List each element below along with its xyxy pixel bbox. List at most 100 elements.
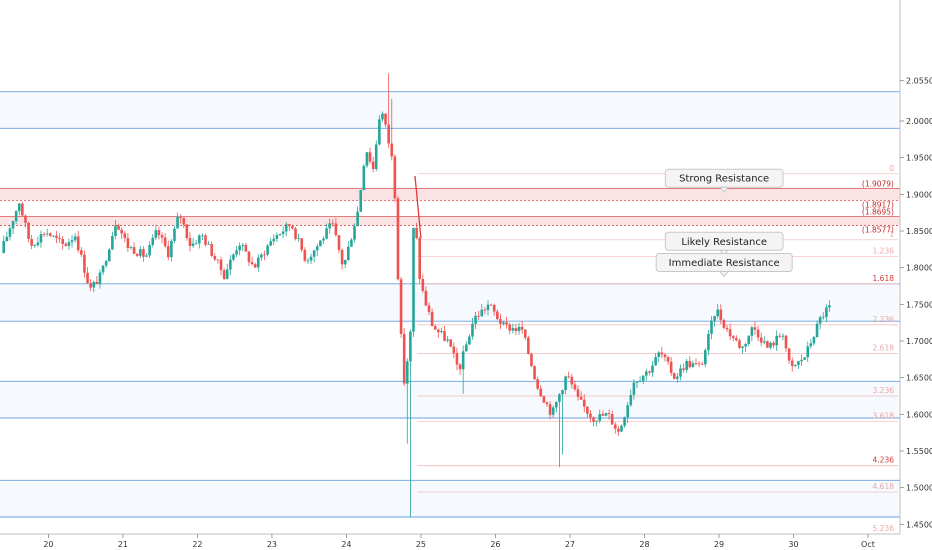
candle-body [399,279,403,334]
candle-body [319,240,322,247]
fib-level-label: 1 [889,230,894,239]
candle-body [39,234,43,243]
candle-body [747,335,751,344]
candle-body [142,249,145,257]
candle-body [36,242,40,246]
candle-body [607,413,611,415]
candle-body [548,404,552,415]
time-tick-label: 25 [416,540,426,549]
price-tick-label: 1.7000 [906,337,932,346]
candle-body [222,270,226,279]
candle-body [508,324,512,331]
candle-body [73,236,77,241]
time-tick-label: 24 [341,540,351,549]
candle-body [809,343,813,347]
candle-body [207,243,210,245]
candle-body [281,231,285,234]
candle-body [312,250,316,257]
candle-body [530,353,533,367]
price-tick-label: 1.5000 [906,484,932,493]
candle-body [700,363,704,365]
candle-body [613,424,617,429]
candle-body [272,238,276,242]
candle-body [688,360,692,368]
candle-body [629,394,633,406]
candle-body [123,233,127,239]
candle-body [539,388,543,397]
candle-body [660,352,664,355]
support-zones [0,91,900,517]
candle-body [368,152,372,162]
candle-body [182,217,186,225]
candle-body [170,240,173,258]
resistance-zone [0,188,900,201]
candle-body [374,144,378,169]
candle-body [188,238,192,246]
candle-body [725,327,729,330]
candle-body [738,340,741,348]
price-tick-label: 2.0550 [906,77,932,86]
candle-body [334,223,338,236]
annotation-callout[interactable]: Strong Resistance [664,168,784,194]
annotation-pointer [719,271,730,278]
candle-body [716,309,720,317]
candle-body [759,337,763,343]
candle-body [511,328,515,331]
candle-body [83,254,86,273]
candle-body [197,235,201,244]
resistance-zone [0,216,900,226]
price-tick-label: 1.9000 [906,190,932,199]
candle-body [253,264,257,268]
candle-body [598,414,602,421]
candle-body [582,399,586,407]
annotation-text: Likely Resistance [681,237,767,248]
resistance-level-label: (1.9079) [862,180,894,189]
candle-body [440,331,443,333]
candle-body [306,260,310,262]
candle-body [225,269,229,279]
candle-body [821,316,825,318]
candle-body [651,365,654,373]
resistance-zones: (1.9079) (1.8917)(1.8695) (1.8577) [0,180,900,234]
candle-body [263,254,266,256]
annotation-pointer [719,186,730,194]
candle-body [256,257,260,268]
fib-level-label: 1.618 [873,274,895,283]
candle-body [545,402,549,405]
support-zone [0,91,900,129]
candle-body [641,375,645,381]
candle-body [610,414,614,425]
candle-body [132,247,136,254]
candle-body [496,311,499,320]
candle-body [412,227,415,332]
candle-body [762,341,766,343]
candle-body [676,376,679,379]
candle-body [315,246,319,251]
candle-body [154,230,158,238]
candle-body [191,243,195,246]
resistance-level-label: (1.8577) [862,225,894,234]
candle-body [626,405,629,418]
annotation-callout[interactable]: Likely Resistance [664,231,784,257]
candle-body [514,328,518,332]
time-tick-label: 30 [788,540,798,549]
candle-body [291,226,294,229]
candle-body [247,251,251,263]
annotation-callout[interactable]: Immediate Resistance [655,253,793,278]
candle-body [672,373,676,379]
candle-body [682,368,685,370]
candle-body [728,329,732,337]
candle-body [176,216,179,229]
candle-body [753,327,757,330]
candle-body [284,224,288,232]
candle-body [111,235,114,250]
candle-body [70,240,74,243]
candle-body [2,241,6,253]
candle-body [384,113,387,125]
candle-body [381,113,384,120]
candle-body [645,371,648,376]
candle-body [117,225,120,230]
resistance-level-label: (1.8695) [862,208,894,217]
candle-body [350,239,353,247]
